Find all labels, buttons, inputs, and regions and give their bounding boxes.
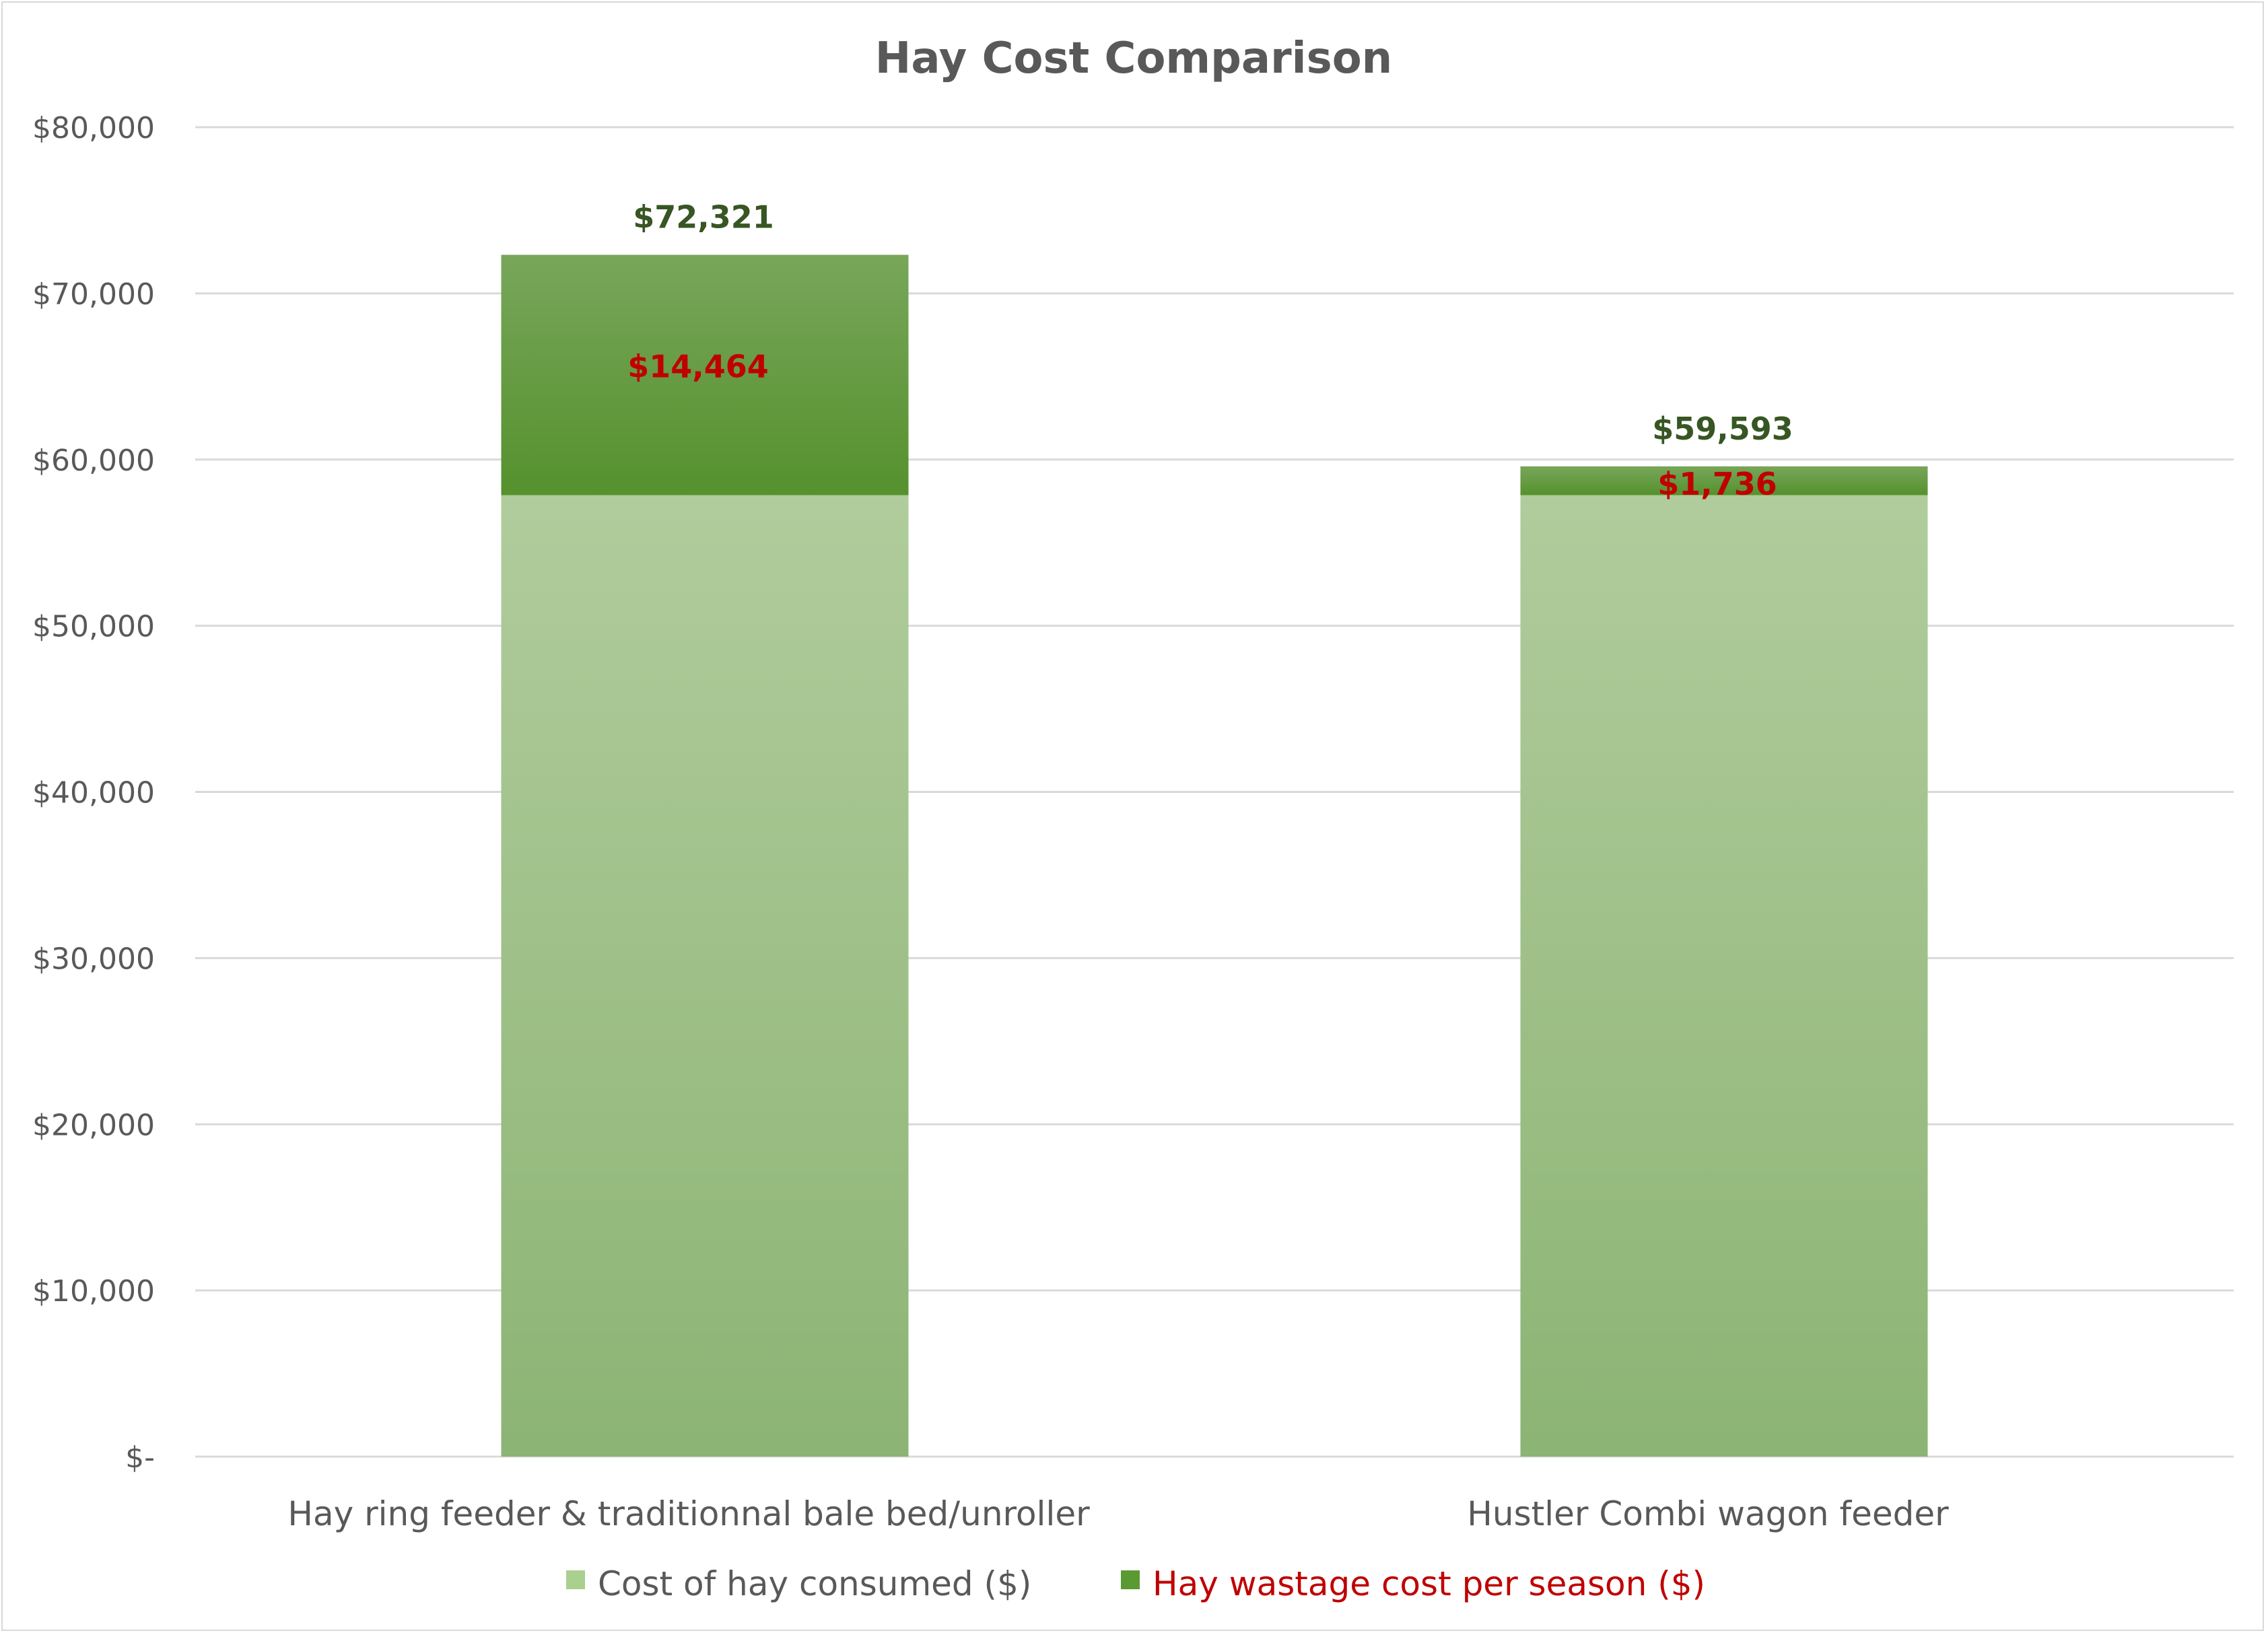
y-tick-label: $30,000 <box>32 942 155 976</box>
x-tick-label: Hustler Combi wagon feeder <box>1467 1494 1949 1533</box>
y-tick-label: $40,000 <box>32 776 155 810</box>
bar-consumed <box>1520 495 1928 1457</box>
bar-wastage <box>501 254 909 495</box>
total-data-label: $59,593 <box>1652 411 1793 447</box>
y-axis-tick-labels: $- $10,000 $20,000 $30,000 $40,000 $50,000 $60… <box>32 111 155 1475</box>
y-tick-label: $50,000 <box>32 610 155 644</box>
y-tick-label: $60,000 <box>32 444 155 478</box>
total-data-label: $72,321 <box>633 199 774 236</box>
data-labels: $14,464 $72,321 $1,736 $59,593 <box>627 199 1793 502</box>
legend-swatch-wastage <box>1121 1570 1140 1589</box>
x-axis-tick-labels: Hay ring feeder & traditionnal bale bed/… <box>287 1494 1949 1533</box>
y-tick-label: $80,000 <box>32 111 155 145</box>
bars <box>501 254 1928 1457</box>
y-tick-label: $70,000 <box>32 277 155 312</box>
bar-consumed <box>501 495 909 1457</box>
y-tick-label: $20,000 <box>32 1108 155 1142</box>
y-tick-label: $- <box>125 1440 155 1475</box>
bar-wastage <box>1520 466 1928 495</box>
y-tick-label: $10,000 <box>32 1274 155 1309</box>
legend-swatch-consumed <box>566 1570 585 1589</box>
chart-title: Hay Cost Comparison <box>875 34 1392 83</box>
x-tick-label: Hay ring feeder & traditionnal bale bed/… <box>287 1494 1090 1533</box>
legend-label-wastage: Hay wastage cost per season ($) <box>1153 1564 1705 1603</box>
legend-label-consumed: Cost of hay consumed ($) <box>598 1564 1031 1603</box>
wastage-data-label: $14,464 <box>627 349 769 385</box>
wastage-data-label: $1,736 <box>1657 466 1777 502</box>
legend: Cost of hay consumed ($) Hay wastage cos… <box>566 1564 1705 1603</box>
gridlines <box>195 126 2234 1458</box>
